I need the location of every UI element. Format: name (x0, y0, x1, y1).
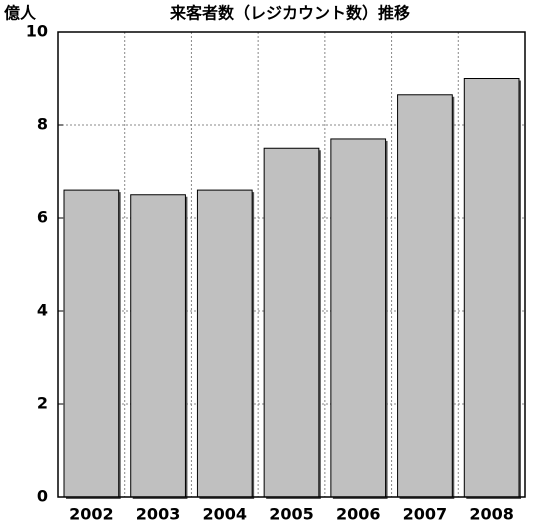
y-tick-label: 8 (37, 115, 48, 134)
x-tick-label: 2004 (203, 505, 248, 524)
bar (196, 189, 253, 498)
y-tick-label: 2 (37, 394, 48, 413)
x-tick-label: 2003 (136, 505, 181, 524)
bar (130, 194, 186, 498)
bar (463, 78, 520, 498)
y-tick-label: 10 (26, 22, 48, 41)
bar (263, 147, 320, 498)
bar (397, 94, 453, 498)
x-tick-label: 2006 (336, 505, 381, 524)
y-tick-label: 6 (37, 208, 48, 227)
x-tick-label: 2002 (69, 505, 114, 524)
bar (330, 138, 387, 498)
x-tick-label: 2005 (269, 505, 314, 524)
plot-frame (57, 31, 526, 498)
x-tick-label: 2008 (469, 505, 514, 524)
y-tick-label: 0 (37, 487, 48, 506)
bar (63, 189, 120, 498)
chart-title: 来客者数（レジカウント数）推移 (169, 4, 410, 23)
x-tick-label: 2007 (403, 505, 448, 524)
y-axis-label: 億人 (4, 4, 37, 23)
bars (63, 78, 521, 500)
y-tick-label: 4 (37, 301, 48, 320)
